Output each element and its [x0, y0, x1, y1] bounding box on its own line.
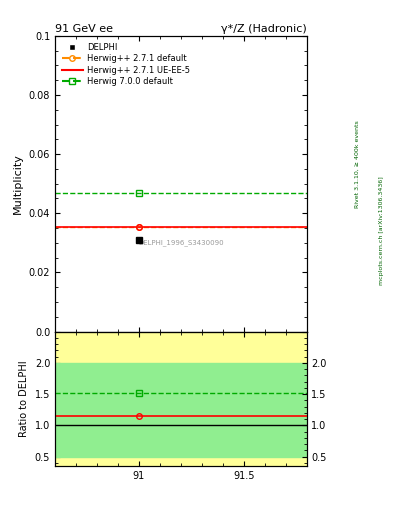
Legend: DELPHI, Herwig++ 2.7.1 default, Herwig++ 2.7.1 UE-EE-5, Herwig 7.0.0 default: DELPHI, Herwig++ 2.7.1 default, Herwig++…	[59, 40, 192, 89]
Bar	[55, 332, 307, 466]
Text: mcplots.cern.ch [arXiv:1306.3436]: mcplots.cern.ch [arXiv:1306.3436]	[379, 176, 384, 285]
Text: DELPHI_1996_S3430090: DELPHI_1996_S3430090	[138, 240, 224, 246]
Text: γ*/Z (Hadronic): γ*/Z (Hadronic)	[221, 24, 307, 34]
Text: 91 GeV ee: 91 GeV ee	[55, 24, 113, 34]
Bar	[55, 363, 307, 457]
Y-axis label: Multiplicity: Multiplicity	[13, 153, 23, 214]
Y-axis label: Ratio to DELPHI: Ratio to DELPHI	[19, 360, 29, 437]
Text: Rivet 3.1.10, ≥ 400k events: Rivet 3.1.10, ≥ 400k events	[355, 120, 360, 208]
